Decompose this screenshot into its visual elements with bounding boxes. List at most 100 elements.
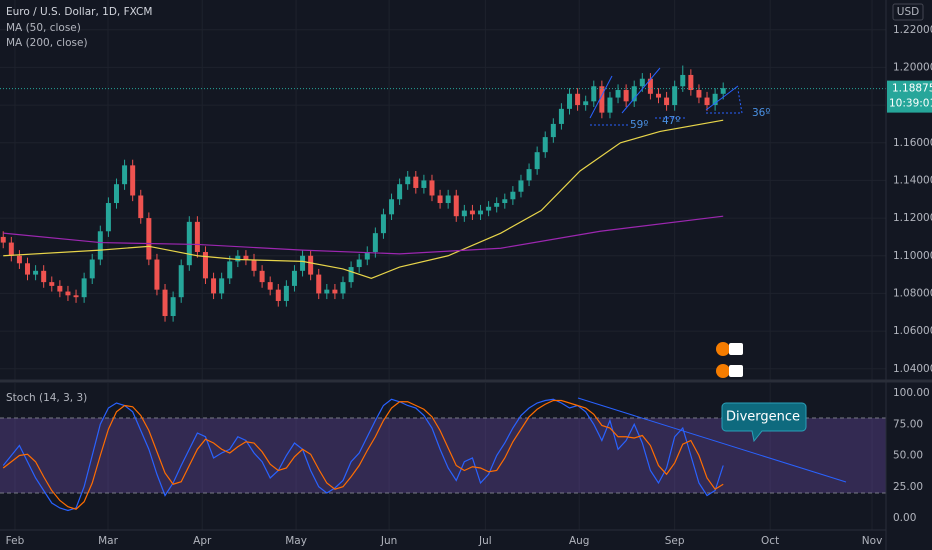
candle-body (324, 289, 330, 294)
ma200-legend: MA (200, close) (6, 37, 88, 49)
candle-body (575, 93, 581, 106)
y-tick-label: 1.12000 (893, 212, 932, 224)
candle-body (57, 285, 63, 292)
candle-body (607, 97, 613, 113)
event-icon[interactable] (716, 364, 730, 378)
candle-body (615, 90, 621, 98)
candle-body (429, 180, 435, 196)
y-tick-label: 1.16000 (893, 137, 932, 149)
candle-body (494, 203, 500, 207)
candle-body (16, 255, 22, 264)
candle-body (397, 184, 403, 200)
candle-body (542, 137, 548, 153)
candle-body (380, 214, 386, 234)
candle-body (437, 195, 443, 204)
candle-body (194, 221, 200, 252)
candle-body (478, 210, 484, 215)
candle-body (267, 282, 273, 290)
candle-body (696, 90, 702, 98)
currency[interactable]: USD (897, 6, 919, 18)
candle-body (599, 86, 605, 113)
candle-body (623, 90, 629, 102)
candle-body (235, 255, 241, 262)
candle-body (89, 259, 95, 279)
candle-body (130, 165, 136, 196)
candle-body (170, 297, 176, 317)
candle-body (186, 221, 192, 266)
candle-body (688, 74, 694, 91)
event-badge[interactable] (729, 343, 743, 355)
candle-body (105, 203, 111, 232)
candle-body (647, 78, 653, 94)
stoch-line (2, 398, 724, 512)
candle-body (97, 231, 103, 260)
x-tick-label: Apr (193, 535, 212, 547)
y-tick-label: 1.08000 (893, 287, 932, 299)
candle-body (33, 270, 39, 275)
y-tick-label: 1.04000 (893, 363, 932, 375)
candle-body (664, 97, 670, 106)
candle-body (259, 270, 265, 283)
x-tick-label: Aug (569, 535, 590, 547)
y-tick-label: 0.00 (893, 512, 916, 524)
candle-body (8, 242, 14, 256)
candle-body (720, 88, 726, 94)
candle-body (243, 255, 249, 260)
event-badge[interactable] (729, 365, 743, 377)
candle-body (332, 289, 338, 294)
candle-body (251, 259, 257, 271)
stoch-line (2, 399, 724, 510)
candle-body (291, 270, 297, 286)
candle-body (49, 282, 55, 286)
candle-body (162, 289, 168, 317)
candle-body (300, 255, 306, 271)
event-icons[interactable] (716, 342, 743, 378)
candle-body (25, 263, 31, 275)
candle-body (283, 285, 289, 301)
candle-body (138, 195, 144, 219)
candle-body (567, 93, 573, 109)
candle-body (211, 278, 217, 294)
candle-body (227, 261, 233, 279)
y-tick-label: 100.00 (893, 387, 930, 399)
y-tick-label: 1.14000 (893, 174, 932, 186)
y-tick-label: 1.06000 (893, 325, 932, 337)
x-tick-label: Nov (862, 535, 883, 547)
candle-body (583, 101, 589, 106)
candle-body (655, 93, 661, 98)
candle-body (486, 206, 492, 211)
candle-body (73, 295, 79, 298)
candle-body (146, 218, 152, 260)
candle-body (275, 289, 281, 301)
candle-body (421, 180, 427, 188)
candle-body (672, 86, 678, 106)
stoch-legend: Stoch (14, 3, 3) (6, 392, 87, 404)
countdown: 10:39:01 (889, 98, 932, 110)
ma-line (3, 215, 724, 255)
symbol-title: Euro / U.S. Dollar, 1D, FXCM (6, 6, 152, 18)
x-tick-label: Sep (665, 535, 685, 547)
candle-body (469, 210, 475, 215)
callout (721, 402, 807, 443)
last-price-box (887, 80, 932, 113)
candle-body (316, 274, 322, 294)
candle-body (364, 251, 370, 260)
candle-body (405, 176, 411, 185)
y-tick-label: 1.20000 (893, 61, 932, 73)
candle-body (372, 233, 378, 252)
ma-line (3, 119, 724, 279)
x-tick-label: Feb (6, 535, 25, 547)
candle-body (526, 169, 532, 181)
candle-body (502, 199, 508, 204)
candle-body (308, 255, 314, 275)
candle-body (413, 176, 419, 188)
last-price: 1.18875 (892, 83, 932, 95)
event-icon[interactable] (716, 342, 730, 356)
y-tick-label: 75.00 (893, 418, 923, 430)
y-tick-label: 1.22000 (893, 24, 932, 36)
candle-body (0, 236, 6, 243)
currency-box[interactable] (892, 3, 924, 21)
x-tick-label: Jun (380, 535, 397, 547)
drawings (577, 67, 847, 483)
